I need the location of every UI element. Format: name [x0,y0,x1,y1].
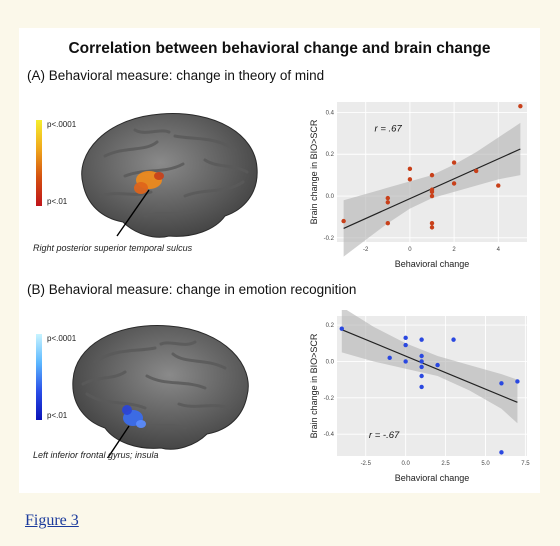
data-point [499,450,504,455]
x-axis-label: Behavioral change [395,473,470,483]
data-point [518,103,523,109]
correlation-label-b: r = -.67 [369,430,400,441]
colorbar-a [36,120,42,206]
region-pointer-b [106,425,130,458]
data-point [429,220,435,226]
section-b-title: (B) Behavioral measure: change in emotio… [27,282,357,297]
data-point [403,335,408,341]
y-axis-label: Brain change in BIO>SCR [309,119,319,224]
data-point [429,189,435,195]
colorbar-a-bottom-label: p<.01 [47,197,68,206]
data-point [403,342,408,348]
data-point [451,181,457,186]
scatter-plot-a: -2 0 2 4 -0.2 0.0 0.2 0.4 Behavioral change Brain… [309,102,527,269]
data-point [403,359,408,364]
x-tick-label: 2 [452,247,456,253]
y-axis-label: Brain change in BIO>SCR [309,333,319,438]
y-tick-label: 0.0 [326,194,335,200]
data-point [385,200,391,205]
data-point [473,168,479,174]
data-point [419,384,424,390]
region-label-a: Right posterior superior temporal sulcus [33,243,193,253]
activation-blob-a [134,171,164,194]
region-pointer-a [116,189,150,237]
data-point [429,225,435,230]
figure-title: Correlation between behavioral change an… [68,40,491,57]
section-a-title: (A) Behavioral measure: change in theory… [27,68,325,83]
data-point [496,183,501,188]
brain-image-a [81,113,258,238]
correlation-label-a: r = .67 [375,123,403,134]
activation-blob-b [122,405,146,428]
colorbar-a-top-label: p<.0001 [47,120,77,129]
x-axis-label: Behavioral change [395,259,470,269]
data-point [419,337,424,342]
x-tick-label: -2.5 [361,461,372,467]
data-point [385,220,391,226]
brain-image-b [72,325,249,458]
region-label-b: Left inferior frontal gyrus; insula [33,450,159,460]
data-point [429,193,435,199]
data-point [515,379,520,384]
y-tick-label: -0.2 [324,396,335,402]
figure-panel: Correlation between behavioral change an… [19,28,540,493]
data-point [419,364,424,370]
data-point [339,326,344,331]
data-point [387,355,392,361]
colorbar-b-bottom-label: p<.01 [47,411,68,420]
y-tick-label: 0.2 [326,323,335,329]
y-tick-label: -0.4 [324,432,335,438]
data-point [429,172,435,178]
y-tick-label: -0.2 [324,236,335,242]
x-tick-label: 0 [408,247,412,253]
x-tick-label: 5.0 [481,461,490,467]
data-point [451,160,457,165]
data-point [419,373,424,379]
y-tick-label: 0.2 [326,152,335,158]
x-tick-label: 4 [497,247,501,253]
data-point [341,218,346,224]
data-point [451,337,456,342]
colorbar-b [36,334,42,420]
data-point [419,359,424,364]
y-tick-label: 0.0 [326,359,335,365]
x-tick-label: 0.0 [401,461,410,467]
data-point [419,353,424,359]
data-point [407,177,413,182]
colorbar-b-top-label: p<.0001 [47,334,77,343]
data-point [435,362,440,368]
data-point [385,195,391,201]
data-point [499,381,504,386]
x-tick-label: 7.5 [521,461,530,467]
y-tick-label: 0.4 [326,110,335,116]
scatter-plot-b: -2.5 0.0 2.5 5.0 7.5 -0.4 -0.2 0.0 0.2 Behavioral… [309,310,530,483]
data-point [407,166,413,172]
regression-line [341,329,518,403]
x-tick-label: 2.5 [441,461,450,467]
figure-link[interactable]: Figure 3 [25,512,79,529]
x-tick-label: -2 [363,247,369,253]
